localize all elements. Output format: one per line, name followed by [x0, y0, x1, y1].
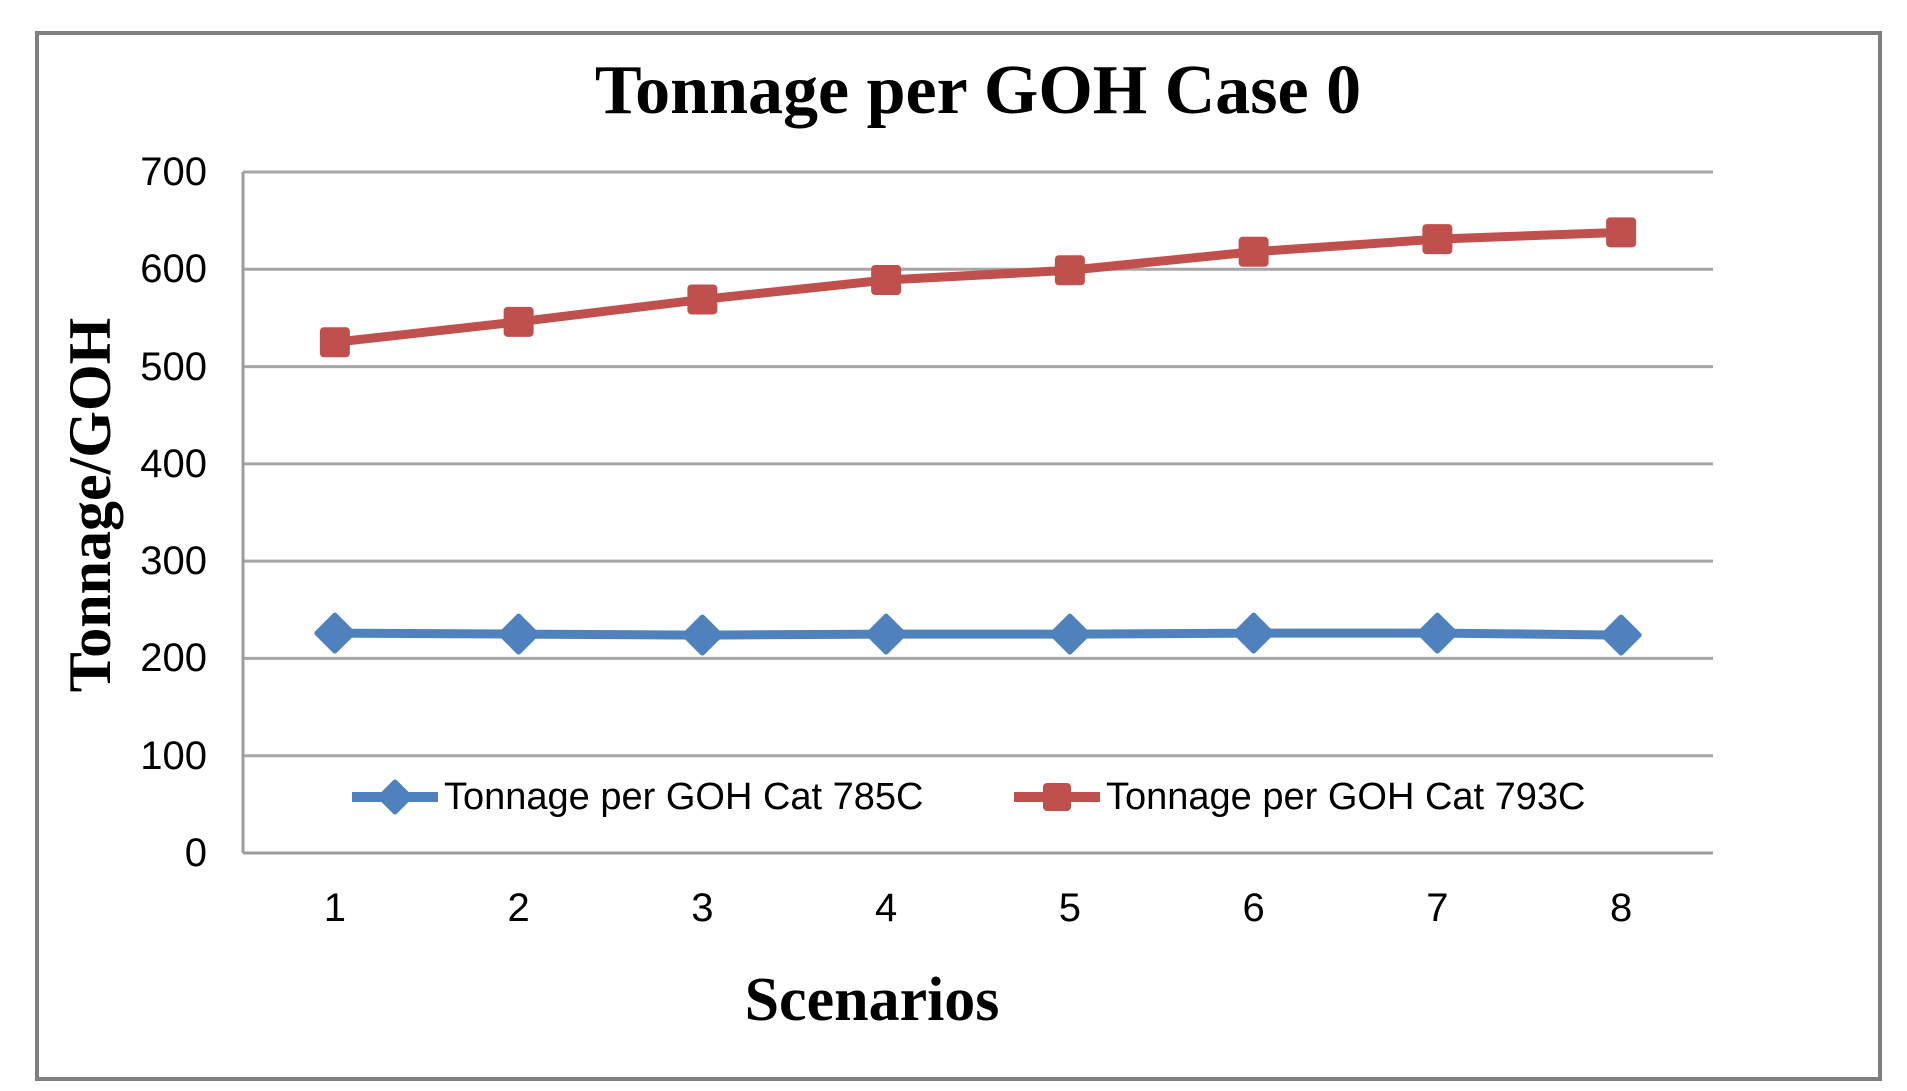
square-marker — [1054, 255, 1085, 286]
square-marker — [1606, 217, 1637, 248]
diamond-marker — [1600, 614, 1642, 656]
figure-border — [35, 31, 1882, 1081]
square-marker — [1422, 224, 1453, 255]
legend-square-marker-icon — [1014, 775, 1100, 819]
diamond-marker — [314, 612, 356, 654]
chart-title: Tonnage per GOH Case 0 — [594, 52, 1362, 129]
diamond-marker — [1049, 613, 1091, 655]
diamond-marker — [377, 779, 413, 815]
diamond-marker — [1416, 612, 1458, 654]
legend-marker-svg — [1014, 783, 1100, 811]
diamond-marker — [865, 613, 907, 655]
x-axis-title: Scenarios — [744, 966, 1000, 1034]
square-marker — [871, 264, 902, 295]
series-line-793c — [334, 227, 1622, 347]
legend-item-cat-785c: Tonnage per GOH Cat 785C — [352, 772, 924, 822]
legend-label-cat-785c: Tonnage per GOH Cat 785C — [444, 776, 924, 818]
diamond-marker — [681, 614, 723, 656]
series-line-785c — [334, 628, 1622, 640]
square-marker — [1043, 783, 1071, 811]
square-marker — [1238, 236, 1269, 267]
legend-label-cat-793c: Tonnage per GOH Cat 793C — [1106, 776, 1586, 818]
square-marker — [687, 284, 718, 315]
diamond-marker — [1233, 612, 1275, 654]
diamond-marker — [498, 613, 540, 655]
square-marker — [319, 327, 350, 358]
square-marker — [503, 306, 534, 337]
legend-diamond-marker-icon — [352, 775, 438, 819]
legend: Tonnage per GOH Cat 785C Tonnage per GOH… — [0, 772, 1907, 822]
legend-marker-svg — [352, 779, 438, 815]
legend-item-cat-793c: Tonnage per GOH Cat 793C — [1014, 772, 1586, 822]
